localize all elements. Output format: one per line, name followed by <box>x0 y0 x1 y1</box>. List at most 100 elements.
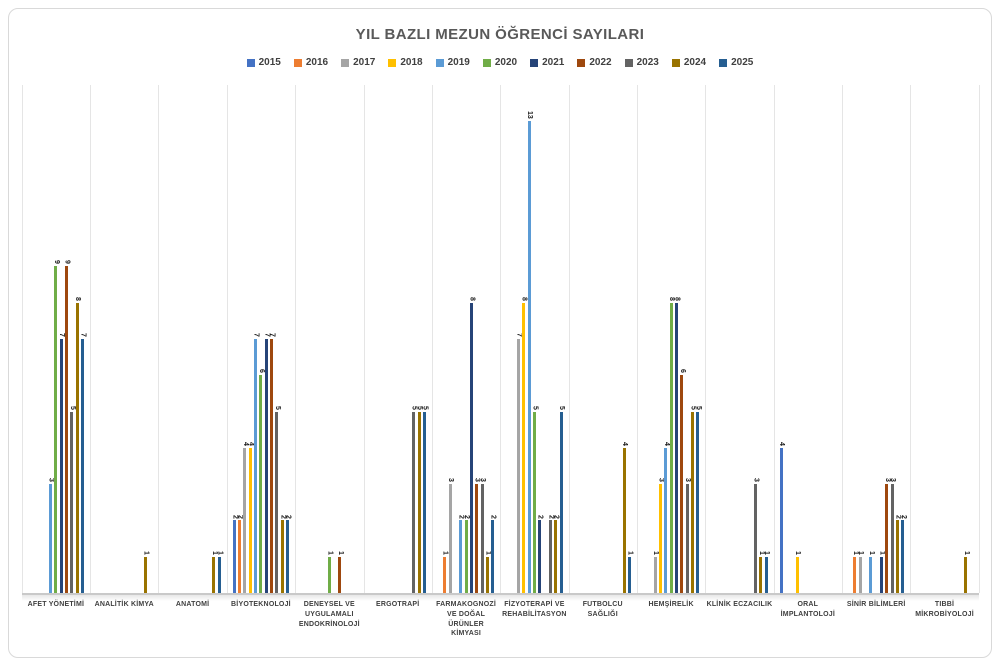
legend-label: 2015 <box>258 57 281 68</box>
legend-label: 2017 <box>353 57 376 68</box>
bar-value-label: 3 <box>447 478 455 483</box>
bar-2019-fi̇zyoterapi̇-ve-rehabi̇li̇tasyon <box>527 121 531 593</box>
bar-2020-fi̇zyoterapi̇-ve-rehabi̇li̇tasyon <box>532 411 536 593</box>
legend-item-2022: 2022 <box>577 57 612 68</box>
x-axis-label-si̇ni̇r-bi̇li̇mleri̇: SİNİR BİLİMLERİ <box>846 601 906 608</box>
legend-marker-2015 <box>246 58 255 67</box>
bar-value-label: 1 <box>857 550 865 555</box>
bar-value-label: 3 <box>47 478 55 483</box>
bar-value-label: 1 <box>794 550 802 555</box>
bar-2021-fi̇zyoterapi̇-ve-rehabi̇li̇tasyon <box>538 520 542 593</box>
bar-value-label: 2 <box>457 514 465 519</box>
gridline <box>636 85 638 593</box>
gridline <box>773 85 775 593</box>
bar-2023-bi̇yoteknoloji̇ <box>275 411 279 593</box>
legend-label: 2024 <box>683 57 707 68</box>
bar-2025-bi̇yoteknoloji̇ <box>286 520 290 593</box>
x-axis-label-tibbi̇-mi̇krobi̇yoloji̇: TIBBİ MİKROBİYOLOJİ <box>915 601 974 618</box>
bar-value-label: 1 <box>626 550 634 555</box>
gridline <box>158 85 160 593</box>
bar-2024-ergotrapi̇ <box>417 411 421 593</box>
legend-item-2021: 2021 <box>530 57 564 68</box>
bar-value-label: 5 <box>531 405 539 410</box>
bar-2024-farmakognozi̇-ve-doğal-ürünler-ki̇myasi <box>485 556 489 593</box>
legend-marker-2019 <box>435 58 444 67</box>
bar-2021-hemşi̇reli̇k <box>674 302 678 593</box>
bar-2023-hemşi̇reli̇k <box>685 484 689 593</box>
bar-2025-kli̇ni̇k-eczacilik <box>764 556 768 593</box>
gridline <box>842 85 844 593</box>
x-axis-label-ergotrapi̇: ERGOTRAPİ <box>375 601 420 608</box>
bar-value-label: 2 <box>236 514 244 519</box>
legend-marker-2017 <box>341 58 350 67</box>
bar-2024-anali̇ti̇k-ki̇mya <box>144 556 148 593</box>
bar-value-label: 13 <box>526 111 534 120</box>
bar-2024-tibbi̇-mi̇krobi̇yoloji̇ <box>964 556 968 593</box>
bar-2024-si̇ni̇r-bi̇li̇mleri̇ <box>896 520 900 593</box>
bar-2025-hemşi̇reli̇k <box>696 411 700 593</box>
x-axis-label-hemşi̇reli̇k: HEMŞİRELİK <box>648 601 694 608</box>
gridline <box>90 85 92 593</box>
bar-2024-hemşi̇reli̇k <box>690 411 694 593</box>
legend-item-2023: 2023 <box>624 57 659 68</box>
bar-2024-futbolcu-sağliği <box>622 447 626 593</box>
legend-item-2019: 2019 <box>435 57 470 68</box>
x-axis-label-kli̇ni̇k-eczacilik: KLİNİK ECZACILIK <box>706 601 773 608</box>
legend-label: 2019 <box>447 57 470 68</box>
legend-item-2017: 2017 <box>341 57 375 68</box>
bar-value-label: 8 <box>520 296 528 301</box>
bar-2023-farmakognozi̇-ve-doğal-ürünler-ki̇myasi <box>480 484 484 593</box>
bar-2016-si̇ni̇r-bi̇li̇mleri̇ <box>853 556 857 593</box>
bar-value-label: 2 <box>899 514 907 519</box>
gridline <box>363 85 365 593</box>
bar-value-label: 2 <box>279 514 287 519</box>
bar-value-label: 1 <box>210 550 218 555</box>
gridline <box>978 85 980 593</box>
bar-value-label: 1 <box>851 550 859 555</box>
bar-2019-farmakognozi̇-ve-doğal-ürünler-ki̇myasi <box>459 520 463 593</box>
bar-value-label: 3 <box>883 478 891 483</box>
x-axis-line <box>21 593 979 595</box>
bar-2017-bi̇yoteknoloji̇ <box>243 447 247 593</box>
bar-value-label: 5 <box>694 405 702 410</box>
bar-value-label: 7 <box>515 333 523 337</box>
bar-2025-fi̇zyoterapi̇-ve-rehabi̇li̇tasyon <box>559 411 563 593</box>
gridline <box>226 85 228 593</box>
bar-value-label: 1 <box>867 550 875 555</box>
bar-value-label: 5 <box>68 405 76 410</box>
bar-2024-anatomi̇ <box>212 556 216 593</box>
bar-value-label: 5 <box>421 405 429 410</box>
x-axis-label-anali̇ti̇k-ki̇mya: ANALİTİK KİMYA <box>94 601 154 608</box>
bar-2021-farmakognozi̇-ve-doğal-ürünler-ki̇myasi <box>469 302 473 593</box>
bar-2020-afet-yöneti̇mi̇ <box>54 266 58 593</box>
bar-2023-fi̇zyoterapi̇-ve-rehabi̇li̇tasyon <box>548 520 552 593</box>
bar-2022-farmakognozi̇-ve-doğal-ürünler-ki̇myasi <box>475 484 479 593</box>
legend-marker-2018 <box>388 58 397 67</box>
bar-value-label: 3 <box>752 478 760 483</box>
bar-2023-si̇ni̇r-bi̇li̇mleri̇ <box>890 484 894 593</box>
bar-value-label: 9 <box>63 260 71 265</box>
bar-value-label: 3 <box>479 478 487 483</box>
bar-value-label: 1 <box>484 550 492 555</box>
bar-2024-kli̇ni̇k-eczacilik <box>759 556 763 593</box>
legend: 2015 2016 2017 2018 2019 2020 2021 2022 2023 2024… <box>0 57 1000 68</box>
bar-2022-afet-yöneti̇mi̇ <box>65 266 69 593</box>
legend-item-2015: 2015 <box>246 57 281 68</box>
legend-label: 2020 <box>494 57 518 68</box>
bar-2024-fi̇zyoterapi̇-ve-rehabi̇li̇tasyon <box>554 520 558 593</box>
bar-2022-deneysel-ve-uygulamali-endokri̇noloji̇ <box>338 556 342 593</box>
bar-value-label: 5 <box>416 405 423 410</box>
bar-2025-ergotrapi̇ <box>422 411 426 593</box>
x-axis-label-deneysel-ve-uygulamali-endokri̇noloji̇: DENEYSEL VE UYGULAMALI ENDOKRİNOLOJİ <box>298 601 360 628</box>
bar-value-label: 1 <box>757 550 765 555</box>
bar-2016-bi̇yoteknoloji̇ <box>238 520 242 593</box>
bar-2020-deneysel-ve-uygulamali-endokri̇noloji̇ <box>327 556 331 593</box>
bar-value-label: 1 <box>142 550 150 555</box>
bar-2024-afet-yöneti̇mi̇ <box>75 302 79 593</box>
bar-2017-si̇ni̇r-bi̇li̇mleri̇ <box>858 556 862 593</box>
bar-2019-afet-yöneti̇mi̇ <box>49 484 53 593</box>
bar-2016-farmakognozi̇-ve-doğal-ürünler-ki̇myasi <box>443 556 447 593</box>
bar-value-label: 3 <box>889 478 897 483</box>
bar-2020-hemşi̇reli̇k <box>669 302 673 593</box>
